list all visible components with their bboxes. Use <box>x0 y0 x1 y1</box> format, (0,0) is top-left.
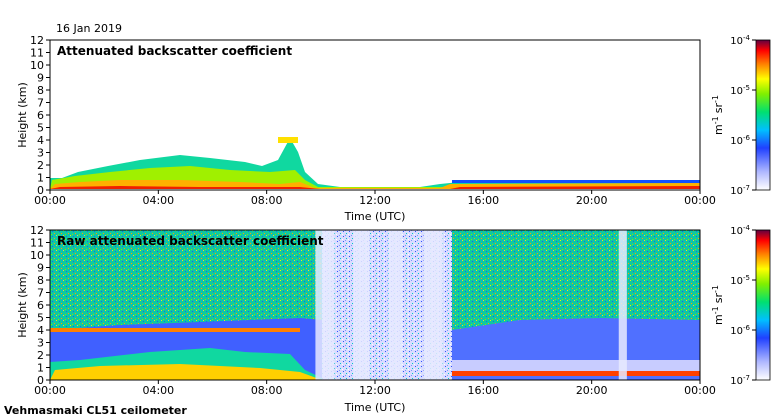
panel-title-1: Attenuated backscatter coefficient <box>57 44 292 58</box>
y-tick-label: 8 <box>37 274 44 287</box>
backscatter-layer-1 <box>50 137 700 189</box>
x-tick-label: 12:00 <box>359 384 391 397</box>
clear-column <box>618 230 627 380</box>
x-axis-2: 00:00 04:00 08:00 12:00 16:00 20:00 00:00 <box>34 380 716 397</box>
y-tick-label: 2 <box>37 159 44 172</box>
y-tick-label: 6 <box>37 109 44 122</box>
y-tick-label: 4 <box>37 134 44 147</box>
x-axis-label-1: Time (UTC) <box>344 210 406 223</box>
y-tick-label: 5 <box>37 122 44 135</box>
clear-column <box>315 230 335 380</box>
surface-layer-raw <box>452 371 700 376</box>
colorbar-tick-label: 10-4 <box>730 224 750 237</box>
x-tick-label: 00:00 <box>34 194 66 207</box>
footer-label: Vehmasmaki CL51 ceilometer <box>4 404 187 417</box>
colorbar-2 <box>755 229 771 381</box>
colorbar-tick-label: 10-6 <box>730 324 750 337</box>
x-tick-label: 20:00 <box>576 194 608 207</box>
near-surface-clear <box>452 360 700 372</box>
x-tick-label: 04:00 <box>142 194 174 207</box>
colorbar-tick-label: 10-6 <box>730 134 750 147</box>
y-tick-label: 0 <box>37 184 44 197</box>
y-tick-label: 7 <box>37 97 44 110</box>
clear-column <box>388 230 403 380</box>
y-tick-label: 2 <box>37 349 44 362</box>
panel-title-2: Raw attenuated backscatter coefficient <box>57 234 324 248</box>
x-tick-label: 20:00 <box>576 384 608 397</box>
y-tick-label: 9 <box>37 72 44 85</box>
colorbar-tick-label: 10-5 <box>730 274 750 287</box>
x-tick-label: 08:00 <box>251 194 283 207</box>
y-tick-label: 1 <box>37 172 44 185</box>
colorbar-label-2: m-1sr-1 <box>711 285 726 325</box>
y-tick-label: 3 <box>37 147 44 160</box>
y-tick-label: 4 <box>37 324 44 337</box>
colorbar-tick-label: 10-4 <box>730 34 750 47</box>
x-tick-label: 16:00 <box>467 194 499 207</box>
clear-column <box>423 230 443 380</box>
colorbar-label-1: m-1sr-1 <box>711 95 726 135</box>
colorbar-ticks-1: 10-4 10-5 10-6 10-7 <box>730 34 756 197</box>
y-tick-label: 5 <box>37 312 44 325</box>
aloft-layer <box>50 328 300 332</box>
y-tick-label: 6 <box>37 299 44 312</box>
y-tick-label: 3 <box>37 337 44 350</box>
colorbar-tick-label: 10-7 <box>730 184 750 197</box>
x-tick-label: 00:00 <box>34 384 66 397</box>
clear-column <box>353 230 370 380</box>
y-tick-label: 11 <box>30 237 44 250</box>
date-label: 16 Jan 2019 <box>56 22 122 35</box>
cloud-patch <box>278 137 298 143</box>
cloud-edge <box>452 180 700 183</box>
x-tick-label: 00:00 <box>684 384 716 397</box>
x-tick-label: 00:00 <box>684 194 716 207</box>
colorbar-1 <box>755 39 771 191</box>
colorbar-ticks-2: 10-4 10-5 10-6 10-7 <box>730 224 756 387</box>
x-axis-label-2: Time (UTC) <box>344 401 406 414</box>
x-tick-label: 12:00 <box>359 194 391 207</box>
boundary-layer-surface <box>50 186 700 189</box>
x-axis-1: 00:00 04:00 08:00 12:00 16:00 20:00 00:00 <box>34 190 716 207</box>
colorbar-tick-label: 10-7 <box>730 374 750 387</box>
y-tick-label: 9 <box>37 262 44 275</box>
colorbar-tick-label: 10-5 <box>730 84 750 97</box>
y-axis-label-2: Height (km) <box>16 272 29 338</box>
boundary-layer-raw-mid <box>50 364 322 380</box>
y-axis-label-1: Height (km) <box>16 82 29 148</box>
y-tick-label: 7 <box>37 287 44 300</box>
backscatter-layer-2 <box>50 230 700 380</box>
y-tick-label: 8 <box>37 84 44 97</box>
y-tick-label: 0 <box>37 374 44 387</box>
x-tick-label: 04:00 <box>142 384 174 397</box>
y-tick-label: 10 <box>30 59 44 72</box>
x-tick-label: 08:00 <box>251 384 283 397</box>
y-tick-label: 10 <box>30 249 44 262</box>
y-tick-label: 12 <box>30 34 44 47</box>
x-tick-label: 16:00 <box>467 384 499 397</box>
y-tick-label: 12 <box>30 224 44 237</box>
y-tick-label: 11 <box>30 47 44 60</box>
y-tick-label: 1 <box>37 362 44 375</box>
